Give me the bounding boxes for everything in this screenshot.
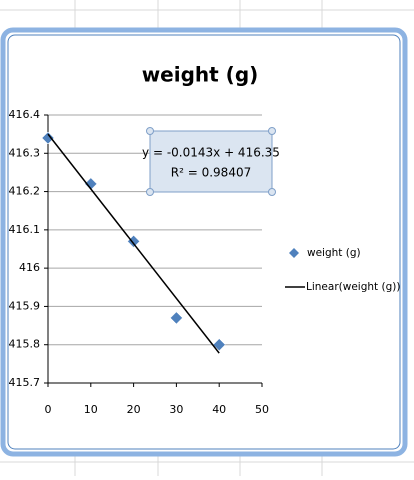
x-tick-label: 50 (255, 403, 269, 416)
legend-label: weight (g) (307, 247, 361, 259)
chart-title: weight (g) (142, 63, 259, 87)
y-tick-label: 415.9 (9, 299, 41, 312)
y-tick-label: 416 (19, 261, 40, 274)
legend-label: Linear(weight (g)) (306, 281, 400, 293)
plot-area: 415.7 415.8 415.9 416 416.1 416.2 416.3 416.4 0 1… (9, 108, 270, 416)
y-tick-label: 416.1 (9, 223, 41, 236)
x-tick-label: 20 (127, 403, 141, 416)
point (170, 311, 183, 325)
chart-area (7, 34, 401, 450)
y-tick-label: 416.4 (9, 108, 41, 121)
point (41, 131, 55, 145)
legend-marker (289, 248, 299, 258)
selection-handles (146, 127, 276, 196)
y-tick-label: 415.7 (9, 376, 41, 389)
y-tick-label: 416.2 (9, 185, 41, 198)
r-squared: R² = 0.98407 (171, 166, 251, 180)
y-tick-label: 416.3 (9, 146, 41, 159)
trendline-label-box[interactable] (149, 130, 273, 193)
x-tick-label: 0 (45, 403, 52, 416)
y-tick-label: 415.8 (9, 338, 41, 351)
legend: weight (g) Linear(weight (g)) (285, 247, 400, 293)
point (212, 338, 226, 352)
x-tick-label: 40 (212, 403, 226, 416)
x-tick-label: 10 (84, 403, 98, 416)
x-tick-label: 30 (169, 403, 183, 416)
trendline (47, 133, 220, 354)
trendline-equation: y = -0.0143x + 416.35 (142, 146, 280, 160)
